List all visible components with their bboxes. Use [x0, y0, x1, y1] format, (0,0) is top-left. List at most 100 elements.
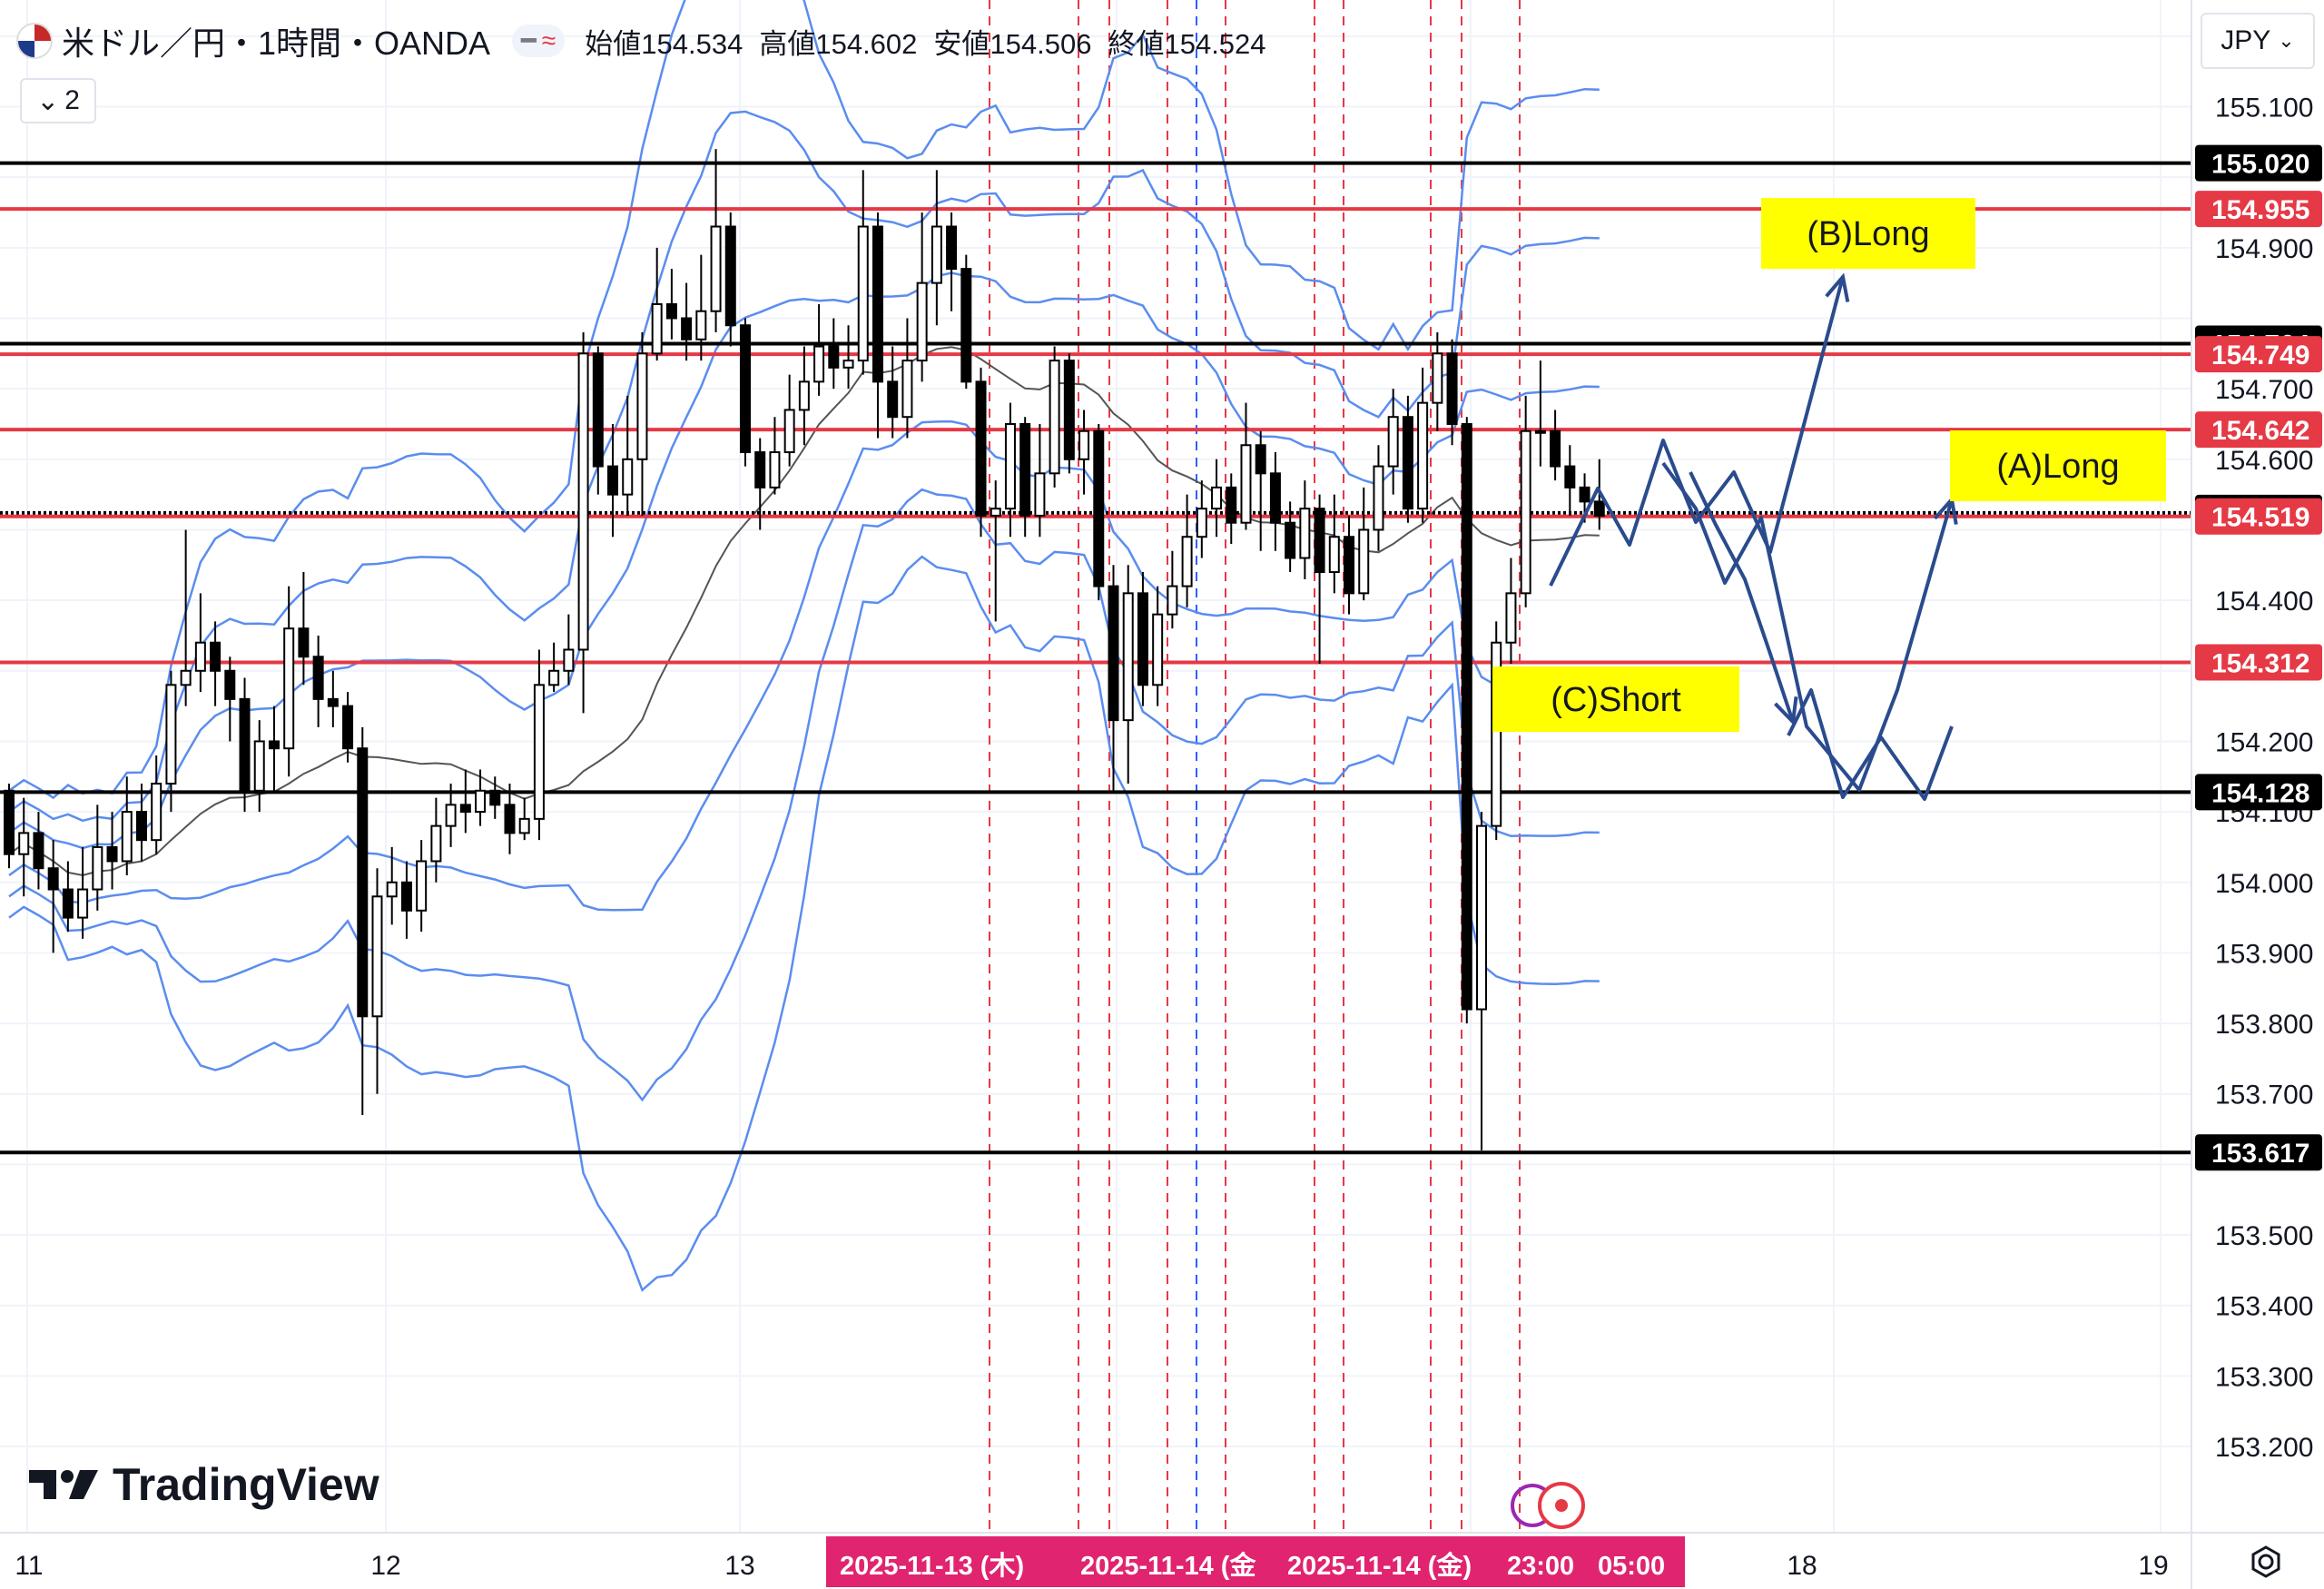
indicator-toggle[interactable]: ━ ≈: [512, 25, 566, 57]
candle-body-down: [268, 740, 280, 750]
candle: [224, 656, 236, 742]
symbol-title[interactable]: 米ドル／円・1時間・OANDA: [62, 25, 491, 62]
replay-icon[interactable]: [1507, 1480, 1594, 1531]
candle-body-down: [754, 451, 766, 489]
candle: [1211, 459, 1223, 538]
candle: [1196, 480, 1207, 558]
ohlc-open: 始値154.534: [585, 27, 743, 60]
candle: [239, 677, 251, 813]
candle: [946, 212, 958, 311]
candle: [1255, 430, 1266, 551]
candle: [165, 670, 177, 813]
candle-body-down: [1593, 500, 1605, 517]
candle: [77, 846, 89, 939]
price-level-tag-bg: [2195, 1134, 2322, 1171]
candle: [210, 621, 222, 706]
candle: [1387, 389, 1399, 495]
candle-body-down: [239, 697, 251, 792]
candle-body-up: [636, 352, 648, 460]
candle: [312, 635, 324, 727]
candle: [1373, 445, 1384, 551]
candle: [357, 726, 369, 1116]
candle: [1520, 395, 1531, 607]
candle-body-up: [416, 860, 428, 912]
price-tick-label: 154.000: [2215, 869, 2313, 899]
highlight-time-label: 2025-11-14 (金: [1080, 1550, 1256, 1581]
candle: [1078, 410, 1090, 495]
candle: [901, 318, 913, 439]
candle: [253, 720, 265, 813]
highlight-time-label: 2025-11-13 (木): [840, 1551, 1024, 1581]
time-axis: 11 12 13 18 19 2025-11-13 (木) 2025-11-14 (金 202…: [0, 1532, 2324, 1587]
candle: [960, 254, 972, 390]
candle-body-up: [475, 789, 487, 814]
candle: [548, 642, 560, 693]
candle-body-down: [828, 345, 840, 369]
candle-body-down: [1461, 422, 1472, 1011]
candle: [342, 692, 354, 763]
candle-body-up: [1299, 508, 1311, 559]
price-level-tag-text: 154.642: [2211, 416, 2309, 446]
candle: [1269, 452, 1281, 551]
candle: [1461, 417, 1472, 1024]
candle-body-up: [563, 648, 575, 672]
candle-body-down: [33, 832, 44, 870]
ohlc-high: 高値154.602: [759, 27, 918, 60]
scenario-label-bg: [1492, 666, 1739, 732]
candle-body-up: [1432, 352, 1443, 404]
candle-body-up: [769, 451, 781, 489]
candle: [828, 318, 840, 390]
scenario-label: (B)Long: [1761, 198, 1975, 269]
candle-body-down: [1579, 486, 1590, 503]
event-vertical-lines: [989, 0, 1521, 1533]
price-tick-label: 153.500: [2215, 1221, 2313, 1251]
candle: [518, 797, 530, 841]
price-tick-label: 154.200: [2215, 727, 2313, 757]
price-level-tag: 155.020: [2195, 144, 2322, 182]
candle-body-down: [298, 627, 310, 658]
candle: [754, 438, 766, 530]
candle: [62, 861, 74, 933]
candle-body-up: [1520, 429, 1531, 595]
candle: [887, 346, 899, 439]
candle-body-down: [459, 804, 471, 814]
candle-body-down: [1063, 360, 1075, 460]
candle-body-down: [489, 789, 501, 806]
candle-body-down: [1314, 508, 1325, 574]
currency-button[interactable]: JPY ⌄: [2201, 13, 2315, 69]
indicators-collapse-button[interactable]: ⌄ 2: [20, 78, 96, 123]
bollinger-upper-2: [8, 110, 1600, 823]
candle-body-up: [813, 345, 825, 383]
candle: [1167, 550, 1178, 629]
candle-body-up: [518, 817, 530, 834]
price-level-tag-text: 154.519: [2211, 503, 2309, 533]
candle-body-up: [386, 881, 398, 898]
settings-icon[interactable]: [2248, 1544, 2284, 1580]
candle: [636, 332, 648, 516]
candle-body-down: [607, 465, 619, 496]
time-tick-label: 13: [724, 1551, 754, 1581]
candle: [1122, 565, 1134, 785]
candle-body-up: [283, 627, 295, 750]
candle-body-up: [165, 684, 177, 785]
ohlc-values: 始値154.534 高値154.602 安値154.506 終値154.524: [585, 21, 1265, 62]
candle: [1034, 423, 1046, 538]
scenario-label-text: (B)Long: [1807, 215, 1929, 253]
candle-body-up: [1211, 486, 1223, 510]
bollinger-upper-3: [8, 0, 1600, 800]
candle-body-down: [681, 317, 693, 340]
bollinger-lower-3: [8, 555, 1600, 1292]
scenario-a-path: [1661, 461, 1954, 792]
candle: [475, 769, 487, 826]
candle-body-down: [1226, 486, 1237, 524]
candle-body-down: [1550, 429, 1561, 468]
minus-icon: ━: [521, 26, 537, 54]
price-tick-label: 153.800: [2215, 1010, 2313, 1040]
candle: [298, 572, 310, 686]
scenario-label: (A)Long: [1950, 430, 2166, 501]
candle-body-up: [1387, 416, 1399, 468]
candle: [504, 784, 516, 854]
candle: [1181, 494, 1193, 607]
